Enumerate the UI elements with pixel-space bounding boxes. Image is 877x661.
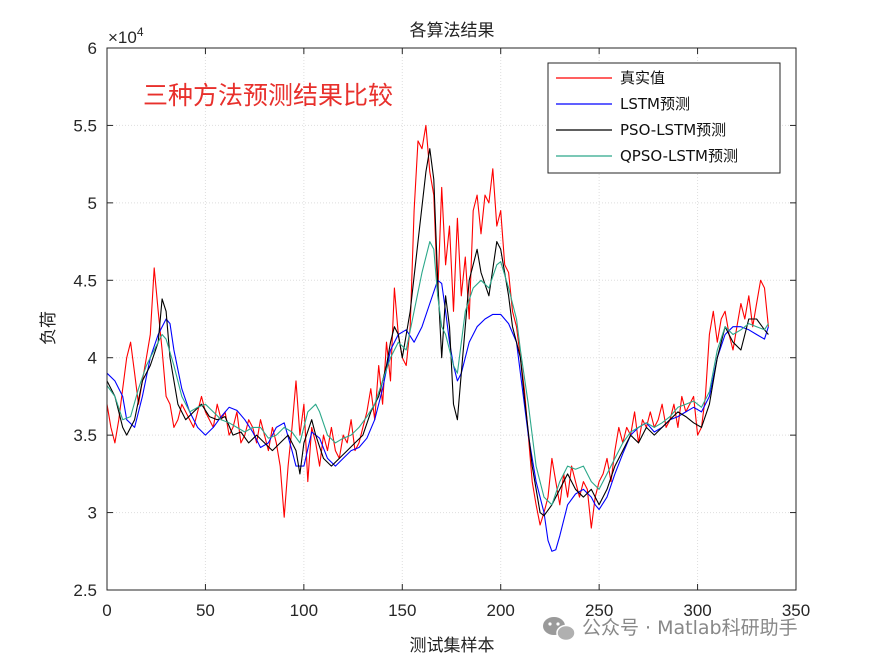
y-tick-label: 4.5 (73, 271, 97, 290)
y-tick-label: 5 (88, 194, 97, 213)
wechat-icon (543, 617, 576, 642)
y-tick-label: 3 (88, 504, 97, 523)
series-line-4 (106, 241, 769, 506)
legend-label-3: PSO-LSTM预测 (620, 121, 726, 139)
x-tick-label: 300 (683, 601, 711, 620)
x-tick-label: 100 (290, 601, 318, 620)
y-tick-label: 6 (88, 39, 97, 58)
x-axis-ticks: 0 50 100 150 200 250 300 350 (102, 48, 810, 620)
legend-box (547, 62, 781, 174)
plot-frame (106, 47, 797, 591)
legend: 真实值 LSTM预测 PSO-LSTM预测 QPSO-LSTM预测 (547, 62, 781, 174)
y-tick-label: 2.5 (73, 581, 97, 600)
y-tick-label: 5.5 (73, 116, 97, 135)
x-tick-label: 0 (102, 601, 111, 620)
x-axis-label: 测试集样本 (410, 636, 495, 656)
legend-items: 真实值 LSTM预测 PSO-LSTM预测 QPSO-LSTM预测 (556, 69, 738, 165)
watermark: 公众号 · Matlab科研助手 (543, 617, 798, 642)
legend-label-4: QPSO-LSTM预测 (620, 147, 738, 165)
x-tick-label: 200 (487, 601, 515, 620)
legend-label-1: 真实值 (620, 69, 665, 87)
y-axis-ticks: 2.5 3 3.5 4 4.5 5 5.5 6 (73, 39, 796, 600)
series-line-2 (106, 279, 769, 552)
x-tick-label: 150 (388, 601, 416, 620)
y-exponent: ×104 (108, 25, 144, 47)
y-tick-label: 4 (88, 349, 97, 368)
annotation-text: 三种方法预测结果比较 (143, 81, 393, 110)
x-tick-label: 350 (782, 601, 810, 620)
x-tick-label: 250 (585, 601, 613, 620)
watermark-text: 公众号 · Matlab科研助手 (582, 617, 798, 639)
y-tick-label: 3.5 (73, 426, 97, 445)
x-tick-label: 50 (196, 601, 215, 620)
chart-title: 各算法结果 (410, 21, 495, 41)
series-lines (106, 124, 769, 552)
legend-label-2: LSTM预测 (620, 95, 690, 113)
y-axis-label: 负荷 (39, 311, 59, 345)
